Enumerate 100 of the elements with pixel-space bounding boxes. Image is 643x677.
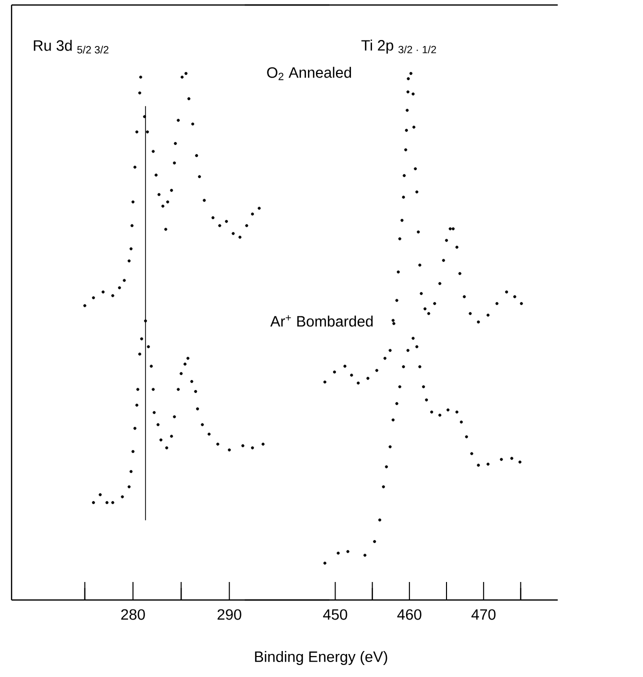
point <box>378 518 382 522</box>
point <box>238 236 242 239</box>
point <box>486 314 490 317</box>
point <box>430 410 434 414</box>
point <box>128 485 131 488</box>
point <box>232 232 235 236</box>
point <box>366 376 370 380</box>
point <box>133 426 136 430</box>
point <box>144 319 148 322</box>
point <box>136 388 140 391</box>
point <box>131 200 134 204</box>
chart-title: Ru 3d $_{5/2 3/2}$ <box>34 40 108 54</box>
point <box>202 198 206 202</box>
point <box>130 247 133 250</box>
point <box>395 298 398 302</box>
point <box>486 462 490 466</box>
point <box>438 414 442 417</box>
point <box>375 368 378 372</box>
point <box>402 174 406 178</box>
point <box>343 364 346 368</box>
point <box>412 126 416 129</box>
point <box>406 90 410 94</box>
point <box>152 411 156 414</box>
point <box>415 345 418 348</box>
point <box>412 92 415 96</box>
point <box>245 224 248 228</box>
point <box>458 272 462 276</box>
text: O$_{2}$ Annealed <box>267 66 351 80</box>
point <box>164 228 168 231</box>
x-tick-label: 460 <box>397 609 422 620</box>
point <box>165 446 168 450</box>
point <box>383 356 386 360</box>
x-tick-label: 450 <box>323 609 348 620</box>
x-tick-label: 470 <box>471 609 496 620</box>
point <box>402 196 405 199</box>
point <box>398 385 402 388</box>
point <box>448 227 452 230</box>
point <box>186 356 190 360</box>
point <box>415 190 418 194</box>
point <box>184 72 188 75</box>
point <box>172 161 176 164</box>
point <box>402 365 405 368</box>
point <box>170 434 174 438</box>
point <box>409 72 412 75</box>
point <box>455 410 458 414</box>
point <box>152 388 155 391</box>
point <box>184 362 187 366</box>
point <box>465 435 468 438</box>
point <box>495 302 498 306</box>
point <box>406 108 409 112</box>
point <box>228 448 231 452</box>
point <box>422 385 426 388</box>
point <box>176 388 180 391</box>
point <box>433 302 436 306</box>
point <box>250 446 254 450</box>
point <box>356 382 360 385</box>
point <box>412 336 415 340</box>
point <box>187 97 190 100</box>
point <box>462 295 466 298</box>
point <box>513 295 516 298</box>
point <box>92 296 95 300</box>
point <box>414 167 417 170</box>
point <box>180 76 184 79</box>
x-tick-label: 290 <box>218 609 242 620</box>
point <box>250 212 254 216</box>
point <box>122 278 126 282</box>
point <box>418 365 422 368</box>
point <box>120 495 124 498</box>
point <box>139 76 142 79</box>
point <box>102 290 105 294</box>
point <box>323 380 326 384</box>
point <box>143 115 146 118</box>
x-tick-label: 280 <box>121 609 145 620</box>
point <box>518 460 522 464</box>
point <box>396 270 400 274</box>
point <box>400 218 404 222</box>
point <box>424 398 428 402</box>
point <box>438 282 442 286</box>
chart-title: Ti 2p $_{3/2 · 1/2}$ <box>361 40 436 54</box>
point <box>166 200 170 204</box>
point <box>135 404 138 407</box>
point <box>404 128 408 132</box>
point <box>384 465 388 468</box>
text: Ar$^{+}$ Bombarded <box>270 315 373 327</box>
point <box>241 444 244 448</box>
point <box>392 318 395 322</box>
point <box>336 552 340 555</box>
point <box>138 91 142 94</box>
point <box>105 501 108 504</box>
point <box>200 423 204 426</box>
point <box>218 224 222 228</box>
point <box>154 174 158 177</box>
point <box>392 418 395 422</box>
point <box>135 130 138 134</box>
point <box>158 193 160 196</box>
point <box>98 493 102 496</box>
point <box>216 442 220 446</box>
point <box>196 407 200 410</box>
point <box>172 415 176 418</box>
point <box>190 380 194 383</box>
